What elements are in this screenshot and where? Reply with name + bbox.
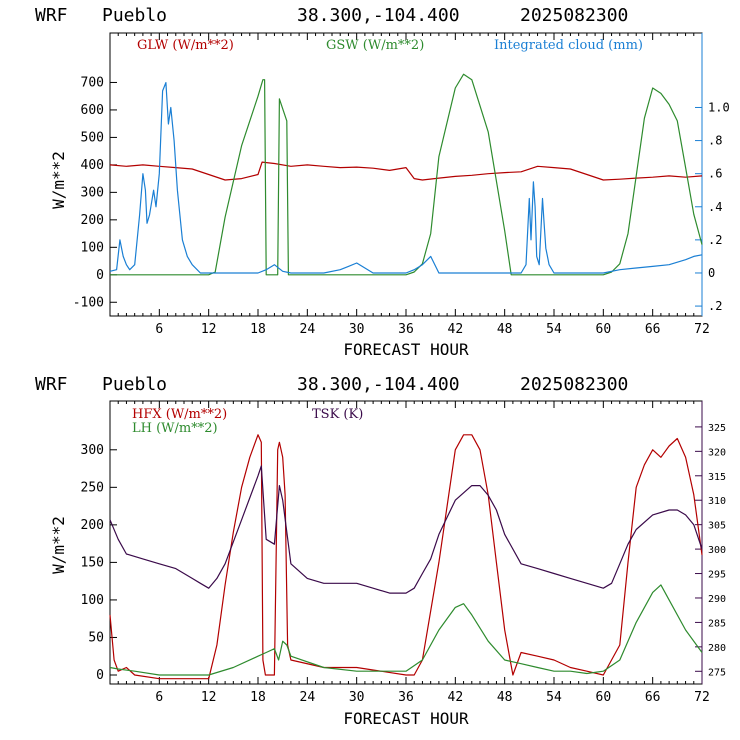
x-tick-label: 72 bbox=[694, 690, 710, 705]
panel1-site-label: Pueblo bbox=[102, 5, 167, 26]
y2-tick-label: 320 bbox=[708, 447, 726, 458]
x-tick-label: 12 bbox=[201, 690, 217, 705]
panel2-ticks: 6 12 18 24 30 36 42 48 54 60 66 72 0 50 100 150 200 250 30… bbox=[81, 401, 726, 705]
panel2-y-axis-label: W/m**2 bbox=[49, 516, 68, 574]
y2-tick-label: 305 bbox=[708, 521, 726, 532]
series-line-lh bbox=[109, 584, 703, 676]
series-line-glw bbox=[109, 161, 703, 181]
y2-tick-label: .8 bbox=[708, 134, 722, 148]
x-tick-label: 30 bbox=[349, 690, 365, 705]
panel1-series bbox=[109, 73, 703, 276]
series-line-integrated bbox=[109, 81, 703, 274]
y-tick-label: 600 bbox=[81, 103, 104, 118]
x-tick-label: 6 bbox=[155, 690, 163, 705]
panel1-y-axis-label: W/m**2 bbox=[49, 151, 68, 209]
series-line-tsk bbox=[109, 465, 703, 594]
y2-tick-label: .4 bbox=[708, 200, 722, 214]
x-tick-label: 36 bbox=[398, 322, 414, 337]
panel2-legend-tsk: TSK (K) bbox=[312, 407, 363, 422]
x-tick-label: 66 bbox=[645, 322, 661, 337]
y2-tick-label: .2 bbox=[708, 299, 722, 313]
x-tick-label: 36 bbox=[398, 690, 414, 705]
y-tick-label: 150 bbox=[81, 555, 104, 570]
y-tick-label: 250 bbox=[81, 480, 104, 495]
x-tick-label: 18 bbox=[250, 690, 266, 705]
panel2-coords-label: 38.300,-104.400 bbox=[297, 374, 460, 395]
panel2-series bbox=[109, 434, 703, 680]
y2-tick-label: .2 bbox=[708, 233, 722, 247]
panel2-model-label: WRF bbox=[35, 374, 68, 395]
y-tick-label: 200 bbox=[81, 518, 104, 533]
panel1-plot: 6 12 18 24 30 36 42 48 54 60 66 72 -100 0 100 200 300 400… bbox=[49, 32, 730, 359]
x-tick-label: 18 bbox=[250, 322, 266, 337]
panel2-init-label: 2025082300 bbox=[520, 374, 628, 395]
y2-tick-label: 300 bbox=[708, 545, 726, 556]
y2-tick-label: 285 bbox=[708, 618, 726, 629]
y-tick-label: 100 bbox=[81, 240, 104, 255]
x-tick-label: 48 bbox=[497, 690, 513, 705]
y2-tick-label: .6 bbox=[708, 167, 722, 181]
x-tick-label: 12 bbox=[201, 322, 217, 337]
y2-tick-label: 295 bbox=[708, 570, 726, 581]
x-tick-label: 30 bbox=[349, 322, 365, 337]
panel1-legend-gsw: GSW (W/m**2) bbox=[326, 38, 424, 53]
x-tick-label: 60 bbox=[596, 690, 612, 705]
y-tick-label: 0 bbox=[96, 668, 104, 683]
x-tick-label: 60 bbox=[596, 322, 612, 337]
panel2-site-label: Pueblo bbox=[102, 374, 167, 395]
panel2-legend-hfx: HFX (W/m**2) bbox=[132, 407, 227, 422]
x-tick-label: 24 bbox=[300, 690, 316, 705]
y-tick-label: 400 bbox=[81, 158, 104, 173]
x-tick-label: 54 bbox=[546, 322, 562, 337]
y-tick-label: 100 bbox=[81, 593, 104, 608]
x-tick-label: 6 bbox=[155, 322, 163, 337]
y2-tick-label: 275 bbox=[708, 667, 726, 678]
y-tick-label: 700 bbox=[81, 75, 104, 90]
panel2-legend-lh: LH (W/m**2) bbox=[132, 421, 218, 436]
x-tick-label: 54 bbox=[546, 690, 562, 705]
panel1-init-label: 2025082300 bbox=[520, 5, 628, 26]
y-tick-label: 300 bbox=[81, 443, 104, 458]
panel2-plot: 6 12 18 24 30 36 42 48 54 60 66 72 0 50 100 150 200 250 30… bbox=[49, 400, 726, 728]
y2-tick-label: 290 bbox=[708, 594, 726, 605]
y-tick-label: 0 bbox=[96, 268, 104, 283]
panel1-model-label: WRF bbox=[35, 5, 68, 26]
panel1-legend-glw: GLW (W/m**2) bbox=[137, 38, 234, 53]
y2-tick-label: 280 bbox=[708, 643, 726, 654]
panel1-ticks: 6 12 18 24 30 36 42 48 54 60 66 72 -100 0 100 200 300 400… bbox=[73, 33, 730, 337]
series-line-hfx bbox=[109, 434, 703, 680]
y-tick-label: 200 bbox=[81, 213, 104, 228]
panel2-x-axis-label: FORECAST HOUR bbox=[343, 709, 469, 728]
y2-tick-label: 310 bbox=[708, 496, 726, 507]
x-tick-label: 24 bbox=[300, 322, 316, 337]
y-tick-label: 500 bbox=[81, 130, 104, 145]
x-tick-label: 48 bbox=[497, 322, 513, 337]
panel1-coords-label: 38.300,-104.400 bbox=[297, 5, 460, 26]
y2-tick-label: 325 bbox=[708, 423, 726, 434]
y2-tick-label: 0 bbox=[708, 266, 715, 280]
y2-tick-label: 1.0 bbox=[708, 100, 730, 114]
panel2-frame bbox=[109, 400, 703, 685]
y2-tick-label: 315 bbox=[708, 472, 726, 483]
panel1-legend-cloud: Integrated cloud (mm) bbox=[494, 38, 643, 53]
x-tick-label: 66 bbox=[645, 690, 661, 705]
series-line-gsw bbox=[110, 73, 703, 276]
x-tick-label: 42 bbox=[448, 322, 464, 337]
y-tick-label: -100 bbox=[73, 295, 104, 310]
panel1-x-axis-label: FORECAST HOUR bbox=[343, 340, 469, 359]
y-tick-label: 50 bbox=[88, 630, 104, 645]
y-tick-label: 300 bbox=[81, 185, 104, 200]
x-tick-label: 72 bbox=[694, 322, 710, 337]
x-tick-label: 42 bbox=[448, 690, 464, 705]
